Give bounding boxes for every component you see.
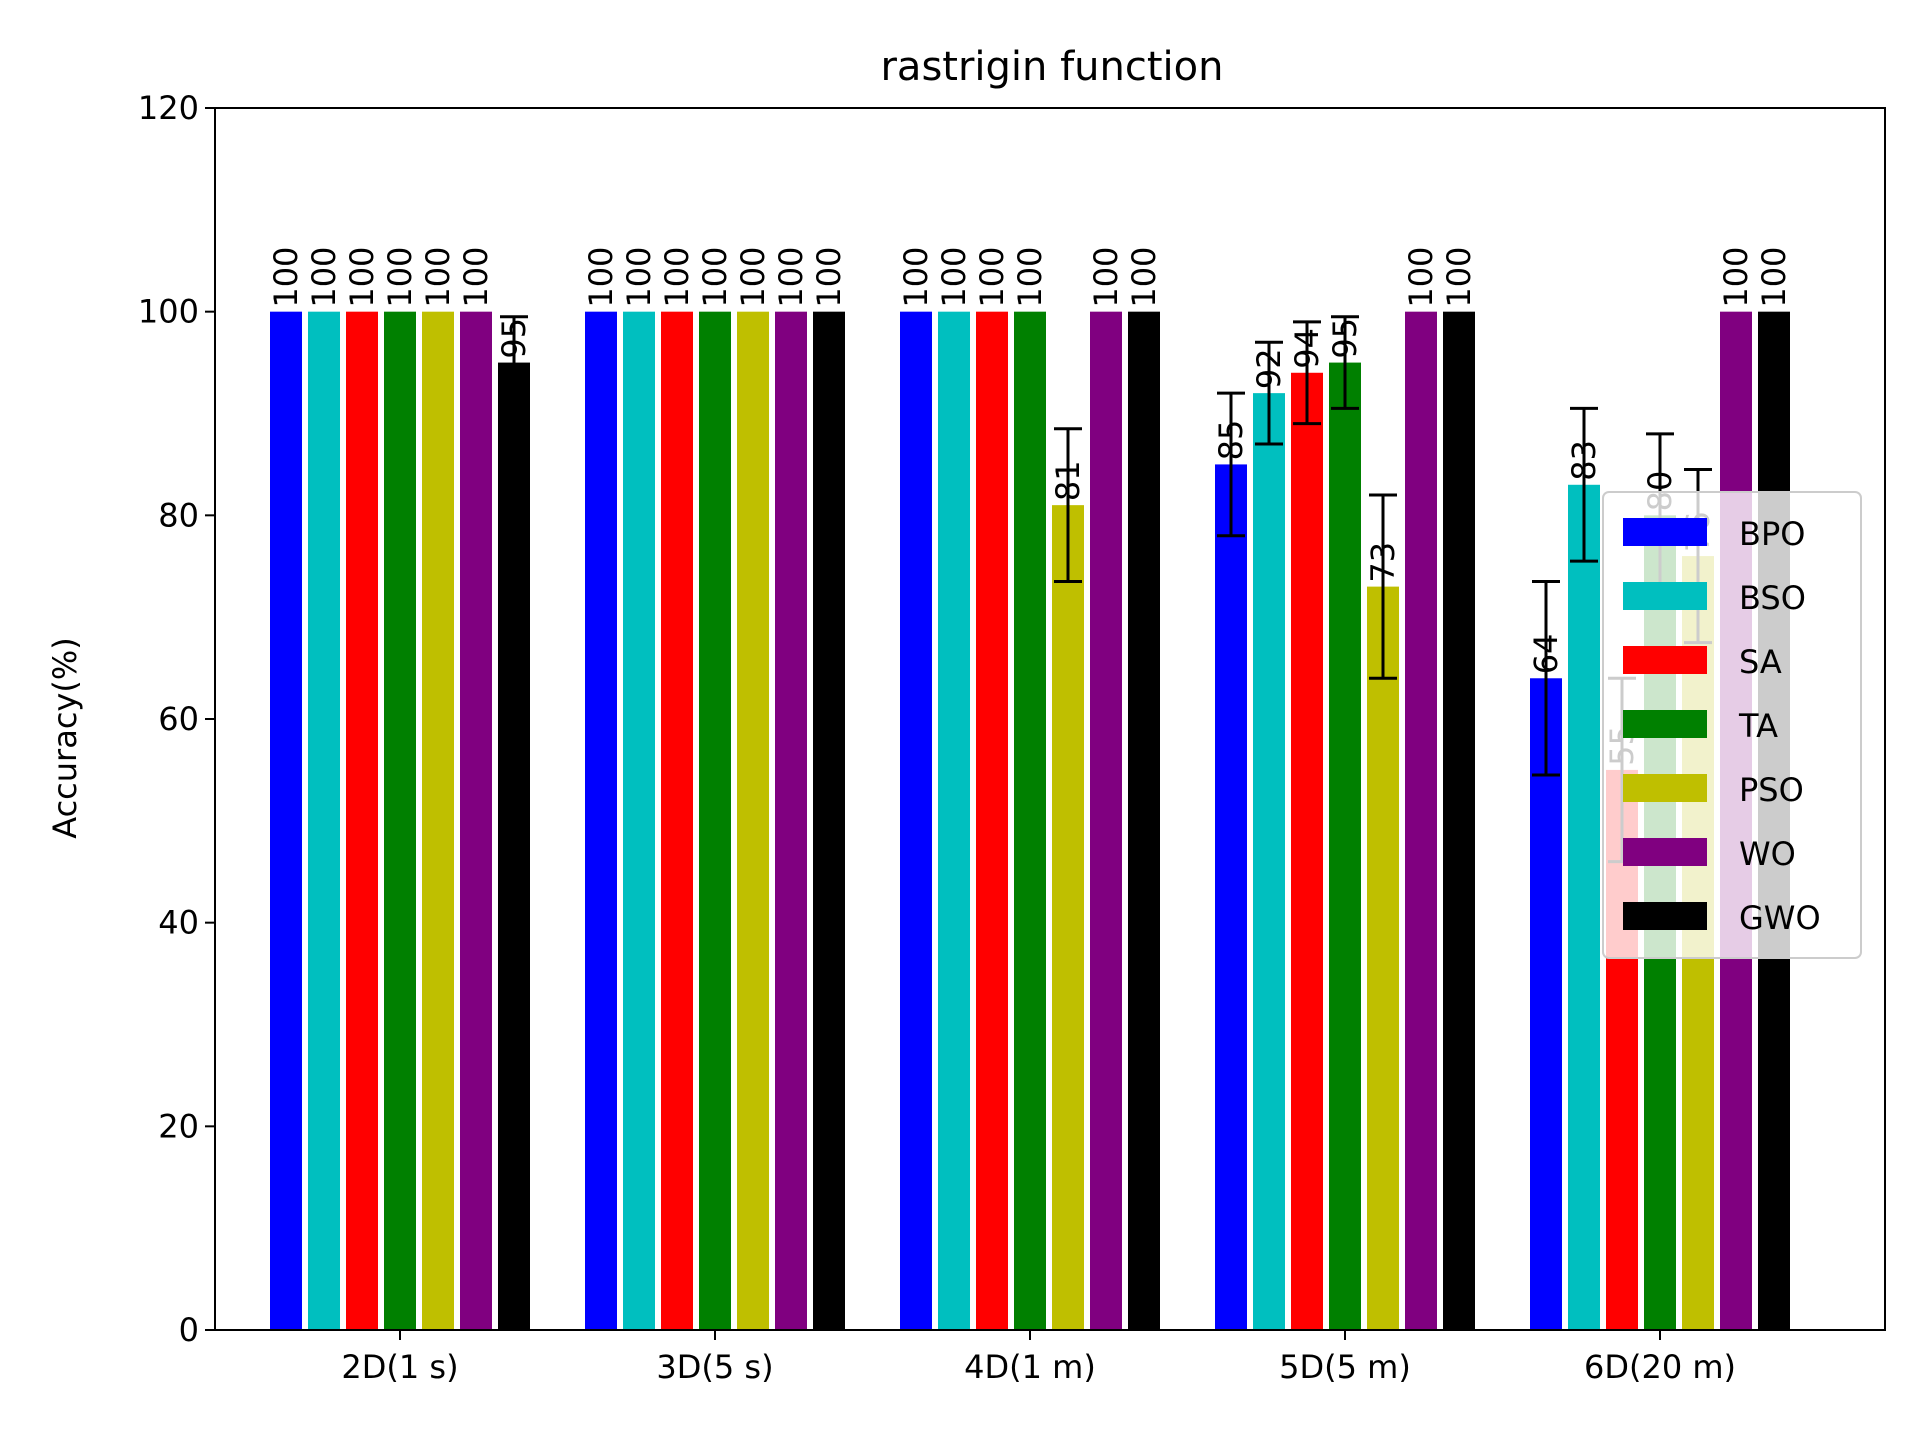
y-tick-label: 60: [158, 700, 199, 738]
bar-bpo-5: [1530, 678, 1562, 1330]
bar-pso-1: [422, 311, 454, 1331]
bar-value-label: 100: [772, 247, 810, 308]
x-tick-label: 4D(1 m): [964, 1348, 1096, 1386]
bar-bpo-4: [1215, 464, 1247, 1331]
bar-bpo-1: [270, 311, 302, 1331]
bar-value-label: 64: [1527, 634, 1565, 675]
bar-bso-5: [1568, 484, 1600, 1330]
legend-swatch-gwo: [1623, 902, 1707, 930]
bar-bso-1: [308, 311, 340, 1331]
bar-value-label: 100: [734, 247, 772, 308]
bar-value-label: 94: [1288, 328, 1326, 369]
y-tick-label: 20: [158, 1107, 199, 1145]
bar-sa-2: [661, 311, 693, 1331]
bar-value-label: 100: [810, 247, 848, 308]
y-tick-label: 100: [138, 293, 199, 331]
bar-value-label: 100: [935, 247, 973, 308]
bar-value-label: 95: [495, 318, 533, 359]
bar-value-label: 100: [267, 247, 305, 308]
legend: BPO BSO SA TA PSO WO GWO: [1602, 491, 1862, 959]
y-tick-label: 120: [138, 89, 199, 127]
chart-title: rastrigin function: [880, 44, 1223, 90]
y-tick-label: 0: [179, 1311, 199, 1349]
bar-value-label: 83: [1565, 440, 1603, 481]
bar-value-label: 100: [381, 247, 419, 308]
bar-bso-4: [1253, 393, 1285, 1331]
legend-swatch-wo: [1623, 838, 1707, 866]
bar-ta-4: [1329, 362, 1361, 1330]
bar-bso-2: [623, 311, 655, 1331]
bar-ta-1: [384, 311, 416, 1331]
x-tick-label: 5D(5 m): [1279, 1348, 1411, 1386]
x-tick-label: 2D(1 s): [341, 1348, 458, 1386]
bar-value-label: 100: [305, 247, 343, 308]
bar-value-label: 100: [582, 247, 620, 308]
bar-sa-1: [346, 311, 378, 1331]
bar-value-label: 100: [1440, 247, 1478, 308]
bar-bpo-3: [900, 311, 932, 1331]
bar-value-label: 73: [1364, 542, 1402, 583]
bar-sa-3: [976, 311, 1008, 1331]
bar-gwo-4: [1443, 311, 1475, 1331]
bar-value-label: 100: [897, 247, 935, 308]
bar-value-label: 100: [343, 247, 381, 308]
legend-swatch-ta: [1623, 710, 1707, 738]
x-tick-label: 3D(5 s): [656, 1348, 773, 1386]
bar-value-label: 100: [1717, 247, 1755, 308]
bar-value-label: 92: [1250, 348, 1288, 389]
bar-gwo-1: [498, 362, 530, 1330]
legend-label: TA: [1738, 707, 1778, 745]
bar-wo-4: [1405, 311, 1437, 1331]
bar-gwo-3: [1128, 311, 1160, 1331]
bar-sa-4: [1291, 372, 1323, 1330]
bar-value-label: 100: [419, 247, 457, 308]
bar-wo-2: [775, 311, 807, 1331]
y-tick-label: 40: [158, 904, 199, 942]
legend-label: PSO: [1739, 771, 1804, 809]
legend-swatch-bpo: [1623, 518, 1707, 546]
legend-swatch-sa: [1623, 646, 1707, 674]
bar-pso-4: [1367, 586, 1399, 1330]
bar-value-label: 100: [1125, 247, 1163, 308]
bar-value-label: 100: [658, 247, 696, 308]
bar-value-label: 100: [696, 247, 734, 308]
bar-value-label: 100: [973, 247, 1011, 308]
bar-value-label: 100: [457, 247, 495, 308]
legend-label: SA: [1739, 643, 1782, 681]
bar-gwo-2: [813, 311, 845, 1331]
bar-value-label: 81: [1049, 460, 1087, 501]
legend-swatch-pso: [1623, 774, 1707, 802]
legend-label: WO: [1739, 835, 1796, 873]
y-tick-label: 80: [158, 496, 199, 534]
bar-value-label: 100: [1087, 247, 1125, 308]
bar-value-label: 95: [1326, 318, 1364, 359]
y-axis-label: Accuracy(%): [46, 637, 84, 838]
legend-label: BSO: [1739, 579, 1806, 617]
legend-label: GWO: [1739, 899, 1821, 937]
bar-ta-2: [699, 311, 731, 1331]
bar-wo-1: [460, 311, 492, 1331]
bar-value-label: 85: [1212, 420, 1250, 461]
legend-label: BPO: [1739, 515, 1805, 553]
bar-bpo-2: [585, 311, 617, 1331]
legend-swatch-bso: [1623, 582, 1707, 610]
bar-value-label: 100: [1011, 247, 1049, 308]
bar-value-label: 100: [620, 247, 658, 308]
bar-pso-2: [737, 311, 769, 1331]
bar-wo-3: [1090, 311, 1122, 1331]
bar-bso-3: [938, 311, 970, 1331]
bar-ta-3: [1014, 311, 1046, 1331]
bar-value-label: 100: [1755, 247, 1793, 308]
x-tick-label: 6D(20 m): [1584, 1348, 1736, 1386]
bar-pso-3: [1052, 505, 1084, 1330]
bar-value-label: 100: [1402, 247, 1440, 308]
